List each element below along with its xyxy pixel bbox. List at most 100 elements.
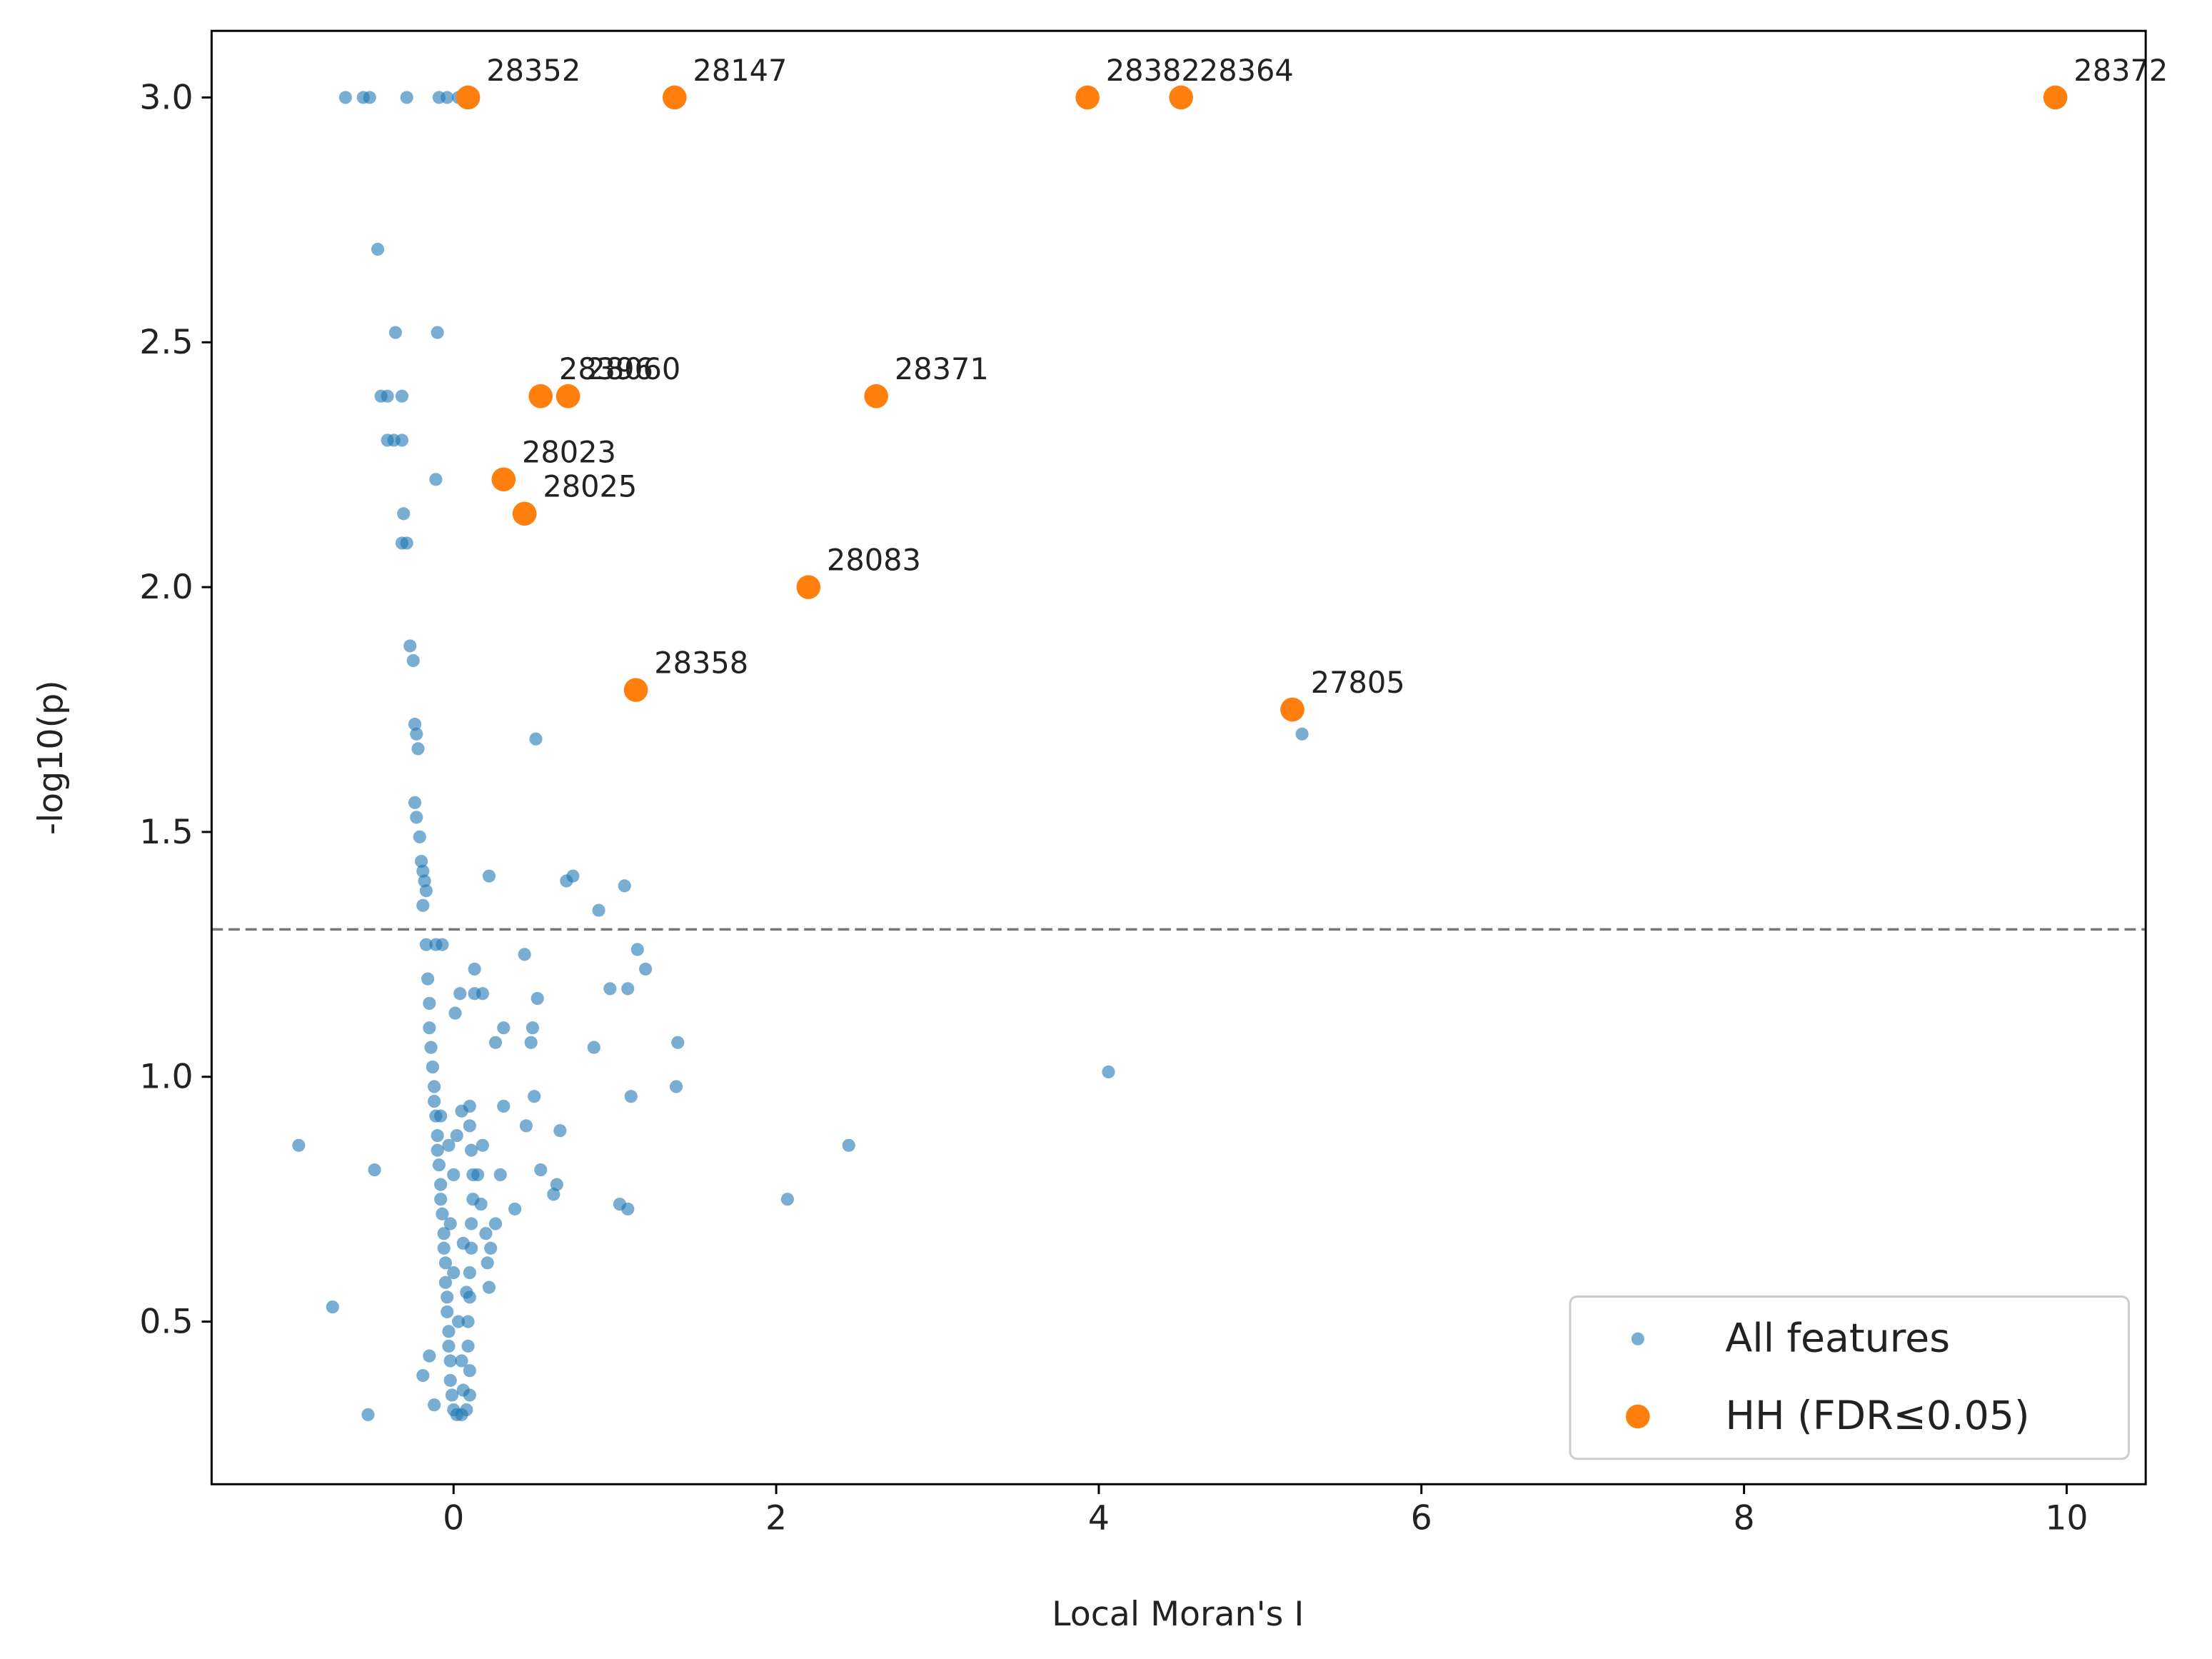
point	[421, 972, 435, 986]
point	[418, 874, 431, 888]
point-label: 28023	[522, 435, 616, 470]
legend-box	[1569, 1295, 2130, 1460]
point	[436, 938, 449, 951]
point	[476, 1138, 489, 1152]
point	[326, 1300, 339, 1314]
point	[512, 501, 537, 526]
point	[292, 1138, 306, 1152]
point	[624, 1090, 638, 1103]
point	[395, 389, 409, 403]
point	[463, 1364, 476, 1378]
point	[560, 874, 573, 888]
point	[338, 91, 352, 104]
point-label: 28147	[693, 53, 787, 88]
point	[424, 1041, 438, 1054]
point	[1280, 697, 1304, 722]
point	[529, 732, 543, 746]
point	[453, 987, 467, 1001]
point	[474, 1197, 488, 1211]
point	[547, 1188, 560, 1201]
legend-label: HH (FDR≤0.05)	[1725, 1393, 2029, 1439]
point	[419, 884, 433, 898]
point	[443, 1373, 457, 1387]
point	[497, 1021, 511, 1035]
point	[445, 1388, 459, 1402]
point	[493, 1168, 507, 1182]
point	[450, 1128, 463, 1143]
point	[488, 1036, 503, 1049]
point	[438, 1275, 453, 1289]
point	[621, 1202, 635, 1216]
point	[479, 1227, 493, 1241]
point	[400, 536, 413, 550]
point-label: 28396	[559, 351, 653, 386]
point	[638, 962, 653, 976]
point	[434, 1178, 448, 1191]
point	[461, 1315, 475, 1328]
point	[662, 85, 687, 110]
x-tick-label: 6	[1411, 1498, 1432, 1538]
point	[388, 326, 403, 339]
point	[428, 1398, 441, 1412]
point-label: 28060	[586, 351, 680, 386]
point	[534, 1163, 548, 1177]
point	[526, 1021, 540, 1035]
point	[630, 943, 644, 956]
point	[465, 1217, 478, 1231]
point	[497, 1099, 511, 1113]
point-label: 28083	[827, 542, 921, 577]
point	[403, 639, 417, 653]
point	[447, 1265, 461, 1280]
point	[519, 1119, 533, 1133]
point	[618, 879, 631, 893]
point	[553, 1124, 567, 1138]
y-tick-label: 0.5	[139, 1302, 193, 1341]
point	[456, 1383, 470, 1397]
point	[443, 1217, 457, 1231]
point-label: 28358	[654, 645, 748, 680]
point-label: 28352	[486, 53, 580, 88]
point	[413, 830, 426, 843]
point	[419, 938, 433, 951]
point	[1102, 1065, 1115, 1079]
point	[408, 796, 422, 809]
point	[442, 1325, 456, 1338]
point	[2043, 85, 2068, 110]
point	[371, 242, 385, 256]
point	[410, 811, 423, 824]
point	[460, 1403, 473, 1417]
point	[408, 718, 422, 731]
point	[455, 1104, 468, 1118]
point	[621, 982, 635, 996]
point	[471, 1168, 485, 1182]
point	[842, 1138, 855, 1152]
point	[443, 1354, 457, 1368]
point	[461, 1339, 475, 1353]
point	[508, 1202, 522, 1216]
legend-marker	[1626, 1404, 1650, 1429]
point	[437, 1227, 451, 1241]
point	[428, 1080, 441, 1093]
point	[524, 1036, 538, 1049]
point	[416, 1368, 430, 1383]
x-tick-label: 8	[1734, 1498, 1755, 1538]
x-tick-label: 2	[765, 1498, 787, 1538]
point	[592, 903, 605, 917]
point	[463, 1119, 476, 1133]
point-label: 27805	[1311, 665, 1405, 700]
point	[363, 91, 376, 104]
point	[456, 1236, 470, 1250]
point	[368, 1163, 381, 1177]
axes-frame	[210, 29, 2147, 1485]
point	[437, 1241, 451, 1255]
point	[476, 987, 489, 1001]
legend-label: All features	[1725, 1316, 1950, 1362]
x-tick-label: 10	[2045, 1498, 2088, 1538]
y-axis-label: -log10(p)	[31, 680, 71, 835]
point	[434, 1109, 448, 1123]
point	[550, 1178, 563, 1191]
point	[531, 991, 544, 1006]
point-label: 28372	[2073, 53, 2168, 88]
legend-marker	[1631, 1332, 1644, 1345]
